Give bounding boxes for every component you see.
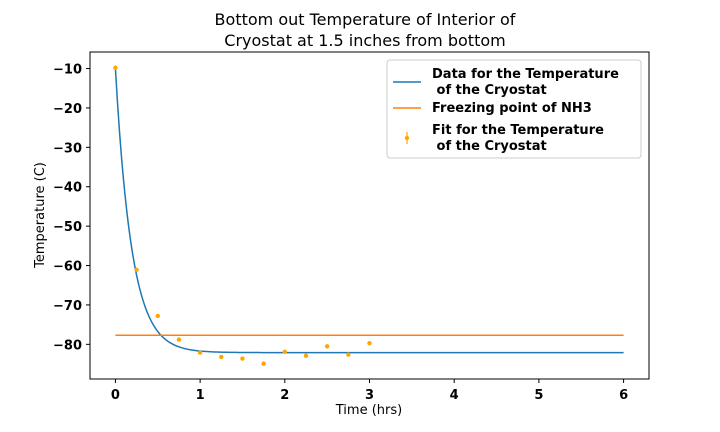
data-point (324, 344, 330, 349)
y-tick-label--20: −20 (53, 102, 82, 117)
y-axis-label: Temperature (C) (33, 162, 48, 269)
legend-label-2: Fit for the Temperature of the Cryostat (432, 123, 604, 154)
x-tick-label-4: 4 (450, 388, 459, 403)
chart-title-line1: Bottom out Temperature of Interior of (215, 10, 516, 29)
data-point (240, 356, 245, 361)
y-tick-label--50: −50 (53, 220, 82, 235)
legend-box (386, 59, 642, 159)
x-axis-label: Time (hrs) (335, 403, 402, 418)
data-point (367, 340, 372, 346)
y-tick-label--30: −30 (53, 141, 82, 156)
y-tick-label--80: −80 (53, 338, 82, 353)
legend-label-1: Freezing point of NH3 (432, 101, 592, 116)
data-point (261, 361, 266, 366)
x-tick-label-6: 6 (619, 388, 628, 403)
y-tick-label--60: −60 (53, 260, 82, 275)
y-tick-label--10: −10 (53, 63, 82, 78)
legend: Data for the Temperature of the Cryostat… (386, 59, 642, 159)
chart-title-line2: Cryostat at 1.5 inches from bottom (224, 31, 505, 50)
data-point (134, 267, 139, 273)
data-point (113, 65, 118, 70)
x-tick-label-0: 0 (111, 388, 120, 403)
data-point (282, 349, 288, 355)
y-axis: −80 −70 −60 −50 −40 −30 −20 −10 (53, 63, 90, 353)
data-point (197, 350, 203, 355)
data-point (219, 354, 224, 360)
x-tick-label-5: 5 (534, 388, 543, 403)
plot-area (113, 65, 624, 366)
legend-swatch-2 (404, 135, 410, 141)
data-point (303, 353, 309, 358)
x-tick-label-3: 3 (365, 388, 374, 403)
data-point (346, 352, 351, 357)
x-tick-label-2: 2 (280, 388, 289, 403)
y-tick-label--40: −40 (53, 181, 82, 196)
x-axis: 0 1 2 3 4 5 6 (111, 379, 628, 403)
y-tick-label--70: −70 (53, 299, 82, 314)
legend-label-0: Data for the Temperature of the Cryostat (432, 67, 619, 98)
data-point (176, 337, 182, 342)
x-tick-label-1: 1 (196, 388, 205, 403)
data-point (155, 313, 160, 319)
